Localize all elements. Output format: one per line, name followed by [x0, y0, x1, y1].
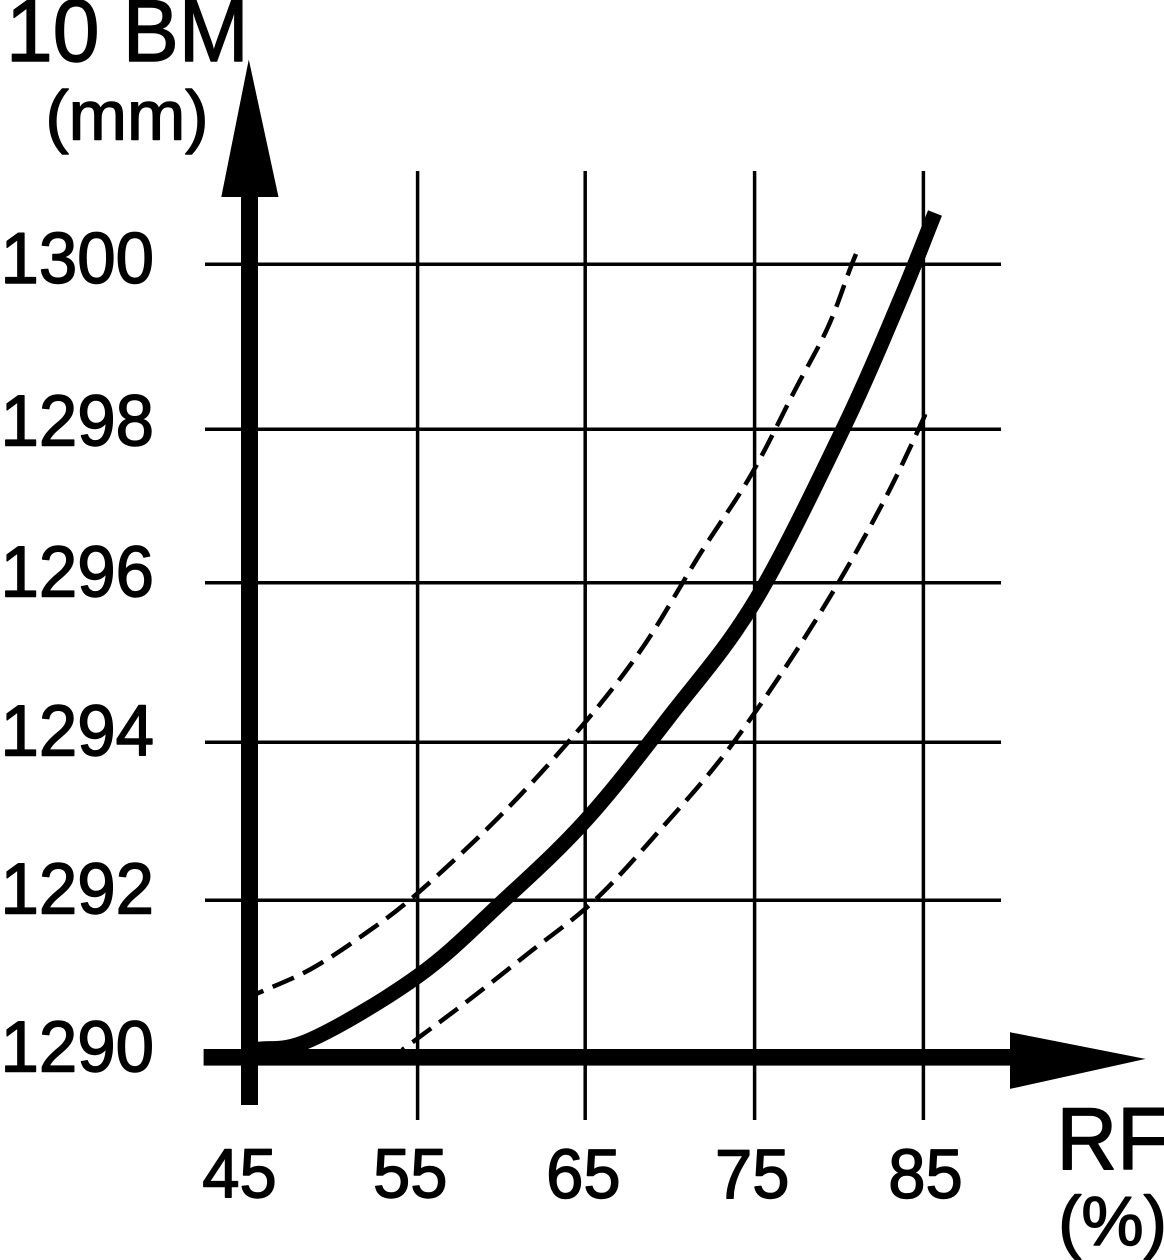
svg-text:1296: 1296	[1, 531, 154, 612]
svg-text:1294: 1294	[1, 690, 154, 771]
svg-text:1298: 1298	[1, 380, 154, 461]
svg-text:1290: 1290	[1, 1006, 154, 1087]
svg-text:(%): (%)	[1058, 1182, 1164, 1260]
svg-text:75: 75	[715, 1135, 790, 1214]
svg-text:10 BM: 10 BM	[6, 0, 249, 80]
svg-text:RF: RF	[1057, 1090, 1164, 1188]
svg-text:55: 55	[373, 1134, 448, 1213]
svg-text:(mm): (mm)	[45, 77, 208, 155]
svg-text:65: 65	[546, 1135, 621, 1214]
svg-text:1292: 1292	[1, 848, 154, 929]
svg-text:45: 45	[202, 1134, 277, 1213]
svg-text:1300: 1300	[1, 217, 154, 298]
svg-text:85: 85	[888, 1135, 963, 1214]
